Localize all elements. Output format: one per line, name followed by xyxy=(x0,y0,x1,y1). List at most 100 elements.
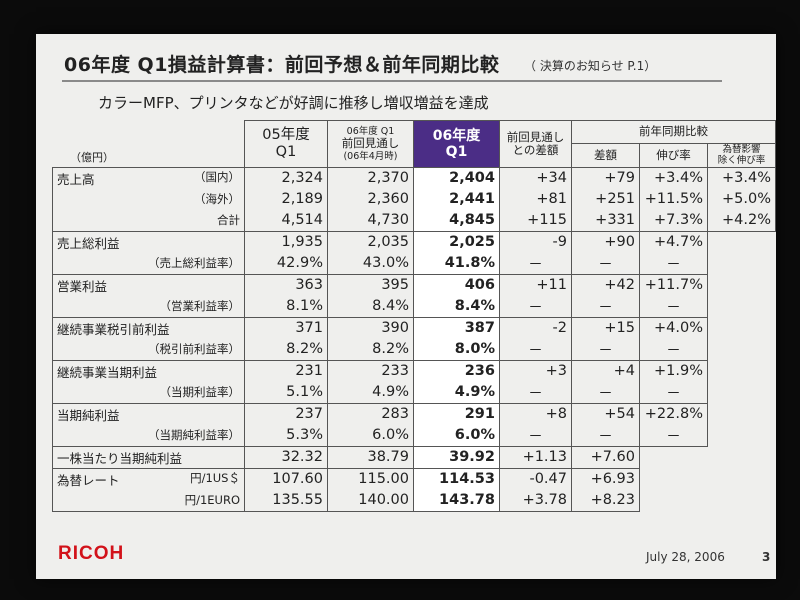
row-label: （当期利益率） xyxy=(52,381,245,404)
table-row-net-margin: （当期純利益率） 5.3% 6.0% 6.0% － － － xyxy=(52,424,776,447)
header-fx-excluded: 為替影響 除く伸び率 xyxy=(707,143,776,168)
cell-diff: +3 xyxy=(499,359,572,382)
cell-diff: － xyxy=(499,295,572,318)
cell-yoy-amount: +8.23 xyxy=(571,489,640,512)
cell-yoy-growth: － xyxy=(639,381,708,404)
header-fy06: 06年度 Q1 xyxy=(413,120,500,168)
cell-yoy-amount: － xyxy=(571,381,640,404)
table-row-eps: 一株当たり当期純利益 32.32 38.79 39.92 +1.13 +7.60 xyxy=(52,445,776,469)
cell-fy06: 8.4% xyxy=(413,295,500,318)
cell-fy05: 231 xyxy=(244,359,328,382)
title-reference: （ 決算のお知らせ P.1） xyxy=(524,59,657,73)
cell-prev: 390 xyxy=(327,316,414,339)
cell-prev: 8.4% xyxy=(327,295,414,318)
cell-fy06: 114.53 xyxy=(413,467,500,490)
cell-diff: +81 xyxy=(499,188,572,210)
cell-prev: 395 xyxy=(327,273,414,296)
row-label: 一株当たり当期純利益 xyxy=(52,445,245,469)
slide: 06年度 Q1損益計算書：前回予想＆前年同期比較 （ 決算のお知らせ P.1） … xyxy=(36,34,776,579)
cell-yoy-growth: － xyxy=(639,338,708,361)
cell-fy06: 387 xyxy=(413,316,500,339)
cell-yoy-growth: +22.8% xyxy=(639,402,708,425)
cell-yoy-amount: － xyxy=(571,252,640,275)
header-diff: 前回見通し との差額 xyxy=(499,120,572,168)
header-yoy-amount: 差額 xyxy=(571,143,640,168)
table-row-gross-margin: （売上総利益率） 42.9% 43.0% 41.8% － － － xyxy=(52,252,776,275)
row-label: 継続事業当期利益 xyxy=(52,359,245,382)
cell-yoy-amount: +251 xyxy=(571,188,640,210)
cell-fy05: 135.55 xyxy=(244,489,328,512)
cell-fy05: 2,189 xyxy=(244,188,328,210)
cell-yoy-growth: － xyxy=(639,252,708,275)
cell-yoy-amount: － xyxy=(571,295,640,318)
row-label: 継続事業税引前利益 xyxy=(52,316,245,339)
cell-fy05: 42.9% xyxy=(244,252,328,275)
cell-prev: 4.9% xyxy=(327,381,414,404)
table-row-continuing-margin: （当期利益率） 5.1% 4.9% 4.9% － － － xyxy=(52,381,776,404)
header-yoy: 前年同期比較 xyxy=(571,120,776,144)
table-row-pretax-income: 継続事業税引前利益 371 390 387 -2 +15 +4.0% xyxy=(52,316,776,339)
cell-fy06: 41.8% xyxy=(413,252,500,275)
cell-fy05: 237 xyxy=(244,402,328,425)
cell-yoy-growth: － xyxy=(639,424,708,447)
cell-yoy-growth: +1.9% xyxy=(639,359,708,382)
cell-yoy-amount: － xyxy=(571,338,640,361)
table-row-operating-margin: （営業利益率） 8.1% 8.4% 8.4% － － － xyxy=(52,295,776,318)
table-row-operating-profit: 営業利益 363 395 406 +11 +42 +11.7% xyxy=(52,273,776,296)
cell-fy05: 5.1% xyxy=(244,381,328,404)
cell-diff: +8 xyxy=(499,402,572,425)
cell-prev: 2,360 xyxy=(327,188,414,210)
cell-diff: -0.47 xyxy=(499,467,572,490)
cell-yoy-amount: +79 xyxy=(571,166,640,189)
table-row-gross-profit: 売上総利益 1,935 2,035 2,025 -9 +90 +4.7% xyxy=(52,230,776,253)
cell-yoy-growth: +11.5% xyxy=(639,188,708,210)
cell-yoy-growth: － xyxy=(639,295,708,318)
cell-fy06: 143.78 xyxy=(413,489,500,512)
cell-fy06: 2,025 xyxy=(413,230,500,253)
cell-fy05: 8.1% xyxy=(244,295,328,318)
row-label: 当期純利益 xyxy=(52,402,245,425)
cell-prev: 233 xyxy=(327,359,414,382)
cell-prev: 8.2% xyxy=(327,338,414,361)
cell-fy06: 2,441 xyxy=(413,188,500,210)
cell-yoy-growth: +7.3% xyxy=(639,209,708,232)
cell-yoy-amount: +4 xyxy=(571,359,640,382)
table-row-fx-usd: 為替レート 円/1US＄ 107.60 115.00 114.53 -0.47 +… xyxy=(52,467,776,490)
row-label: 営業利益 xyxy=(52,273,245,296)
cell-fy05: 32.32 xyxy=(244,445,328,469)
cell-prev: 6.0% xyxy=(327,424,414,447)
cell-fy06: 291 xyxy=(413,402,500,425)
cell-fy05: 1,935 xyxy=(244,230,328,253)
table-row-net-income: 当期純利益 237 283 291 +8 +54 +22.8% xyxy=(52,402,776,425)
cell-yoy-amount: － xyxy=(571,424,640,447)
cell-fx: +3.4% xyxy=(707,166,776,189)
cell-diff: +34 xyxy=(499,166,572,189)
cell-fy05: 4,514 xyxy=(244,209,328,232)
cell-diff: － xyxy=(499,381,572,404)
cell-diff: － xyxy=(499,338,572,361)
cell-fy06: 8.0% xyxy=(413,338,500,361)
cell-fy06: 406 xyxy=(413,273,500,296)
cell-fy05: 5.3% xyxy=(244,424,328,447)
table-row-sales-overseas: （海外） 2,189 2,360 2,441 +81 +251 +11.5% +… xyxy=(52,188,776,210)
cell-yoy-amount: +54 xyxy=(571,402,640,425)
cell-yoy-growth: +4.7% xyxy=(639,230,708,253)
cell-diff: -2 xyxy=(499,316,572,339)
cell-prev: 38.79 xyxy=(327,445,414,469)
cell-prev: 283 xyxy=(327,402,414,425)
title-divider xyxy=(62,80,722,82)
cell-prev: 140.00 xyxy=(327,489,414,512)
header-prev-forecast: 06年度 Q1 前回見通し (06年4月時) xyxy=(327,120,414,168)
slide-subtitle: カラーMFP、プリンタなどが好調に推移し増収増益を達成 xyxy=(98,94,489,112)
cell-yoy-growth: +4.0% xyxy=(639,316,708,339)
cell-prev: 115.00 xyxy=(327,467,414,490)
cell-fy05: 107.60 xyxy=(244,467,328,490)
cell-yoy-growth: +3.4% xyxy=(639,166,708,189)
row-label: （海外） xyxy=(52,188,245,210)
row-label: （売上総利益率） xyxy=(52,252,245,275)
cell-prev: 2,035 xyxy=(327,230,414,253)
cell-yoy-growth: +11.7% xyxy=(639,273,708,296)
row-label: 売上高 （国内） xyxy=(52,166,245,189)
page-number: 3 xyxy=(762,550,771,564)
footer-date: July 28, 2006 xyxy=(646,550,725,564)
